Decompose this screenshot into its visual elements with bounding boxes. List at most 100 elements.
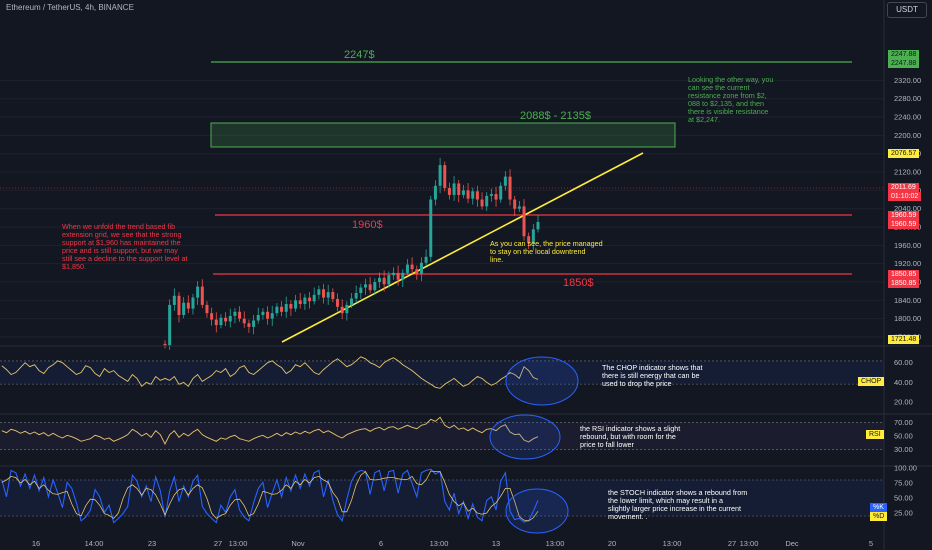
stoch-tick-label: 25.00: [894, 509, 913, 518]
chop-tag: CHOP: [858, 377, 885, 386]
x-tick-label: 13:00: [546, 539, 565, 548]
candle-body: [266, 311, 270, 319]
note-resistance: Looking the other way, you can see the c…: [688, 75, 774, 124]
candle-body: [336, 298, 340, 307]
candle-body: [517, 206, 521, 209]
y-tick-label: 2200.00: [894, 131, 921, 140]
chop-tick-label: 40.00: [894, 378, 913, 387]
candle-body: [177, 295, 181, 316]
candle-body: [252, 320, 256, 327]
candle-body: [391, 272, 395, 276]
candle-body: [513, 199, 517, 209]
candle-body: [238, 311, 242, 319]
note-trendline: As you can see, the price managed to sta…: [490, 239, 603, 264]
candle-body: [373, 282, 377, 291]
candle-body: [214, 319, 218, 326]
candle-body: [284, 304, 288, 312]
currency-selector[interactable]: USDT: [887, 2, 927, 18]
candle-body: [480, 199, 484, 207]
candle-body: [186, 302, 190, 309]
x-tick-label: 14:00: [85, 539, 104, 548]
candle-body: [172, 295, 176, 305]
candle-body: [326, 292, 330, 298]
price-tag-1850-a: 1850.85: [888, 270, 920, 279]
candle-body: [527, 236, 531, 244]
note-chop: The CHOP indicator shows that there is s…: [602, 363, 703, 388]
x-tick-label: 20: [608, 539, 616, 548]
candle-body: [289, 304, 293, 309]
candle-body: [168, 304, 172, 346]
note-fib-support: When we unfold the trend based fib exten…: [62, 222, 188, 271]
x-tick-label: 13: [492, 539, 500, 548]
x-tick-label: 13:00: [430, 539, 449, 548]
x-tick-label: 27: [214, 539, 222, 548]
y-tick-label: 2240.00: [894, 113, 921, 122]
candle-body: [345, 304, 349, 314]
resistance-zone-box: [210, 122, 676, 148]
candle-body: [200, 286, 204, 305]
y-tick-label: 1800.00: [894, 314, 921, 323]
rsi-tick-label: 30.00: [894, 445, 913, 454]
candle-body: [317, 289, 321, 295]
candle-body: [475, 191, 479, 200]
label-1960: 1960$: [352, 219, 383, 231]
candle-body: [433, 185, 437, 200]
y-tick-label: 2320.00: [894, 76, 921, 85]
y-tick-label: 2120.00: [894, 168, 921, 177]
candle-body: [387, 275, 391, 285]
price-tag-1850-b: 1850.85: [888, 279, 920, 288]
candle-body: [447, 188, 451, 195]
candle-body: [294, 300, 298, 309]
candle-body: [443, 165, 447, 189]
candle-body: [280, 306, 284, 312]
candle-body: [438, 165, 442, 186]
x-tick-label: 13:00: [229, 539, 248, 548]
chop-highlight-circle: [505, 356, 579, 406]
price-tag-2247-a: 2247.88: [888, 50, 920, 59]
chop-tick-label: 60.00: [894, 358, 913, 367]
candle-body: [242, 318, 246, 324]
symbol-title: Ethereum / TetherUS, 4h, BINANCE: [6, 3, 134, 12]
price-tag-1960-b: 1960.59: [888, 220, 920, 229]
candle-body: [531, 229, 535, 244]
candle-body: [489, 194, 493, 196]
rsi-band: [0, 422, 884, 450]
candle-body: [233, 311, 237, 316]
candle-body: [303, 297, 307, 305]
axes: 2320.002280.002240.002200.002160.002120.…: [32, 0, 921, 550]
stoch-k-line: [1, 468, 539, 524]
x-tick-label: 6: [379, 539, 383, 548]
candle-body: [471, 191, 475, 199]
rsi-highlight-circle: [489, 414, 561, 460]
y-tick-label: 1920.00: [894, 259, 921, 268]
chop-band: [0, 360, 884, 385]
y-tick-label: 2280.00: [894, 94, 921, 103]
candle-body: [429, 199, 433, 257]
candle-body: [228, 315, 232, 322]
rsi-tick-label: 50.00: [894, 432, 913, 441]
price-tag-1960-a: 1960.59: [888, 211, 920, 220]
candle-body: [499, 185, 503, 200]
chop-tick-label: 20.00: [894, 398, 913, 407]
candle-body: [331, 292, 335, 299]
label-resistance-zone: 2088$ - 2135$: [520, 110, 591, 122]
stoch-tick-label: 75.00: [894, 479, 913, 488]
candle-body: [219, 317, 223, 326]
candle-body: [466, 190, 470, 199]
candle-body: [298, 300, 302, 305]
candle-body: [382, 277, 386, 285]
candle-body: [415, 269, 419, 274]
stoch-tick-label: 50.00: [894, 494, 913, 503]
indicator-panes: [0, 345, 932, 517]
candle-body: [368, 284, 372, 291]
price-candles: [163, 157, 540, 350]
stoch-highlight-circle: [505, 488, 569, 534]
note-stoch: the STOCH indicator shows a rebound from…: [608, 488, 748, 521]
y-tick-label: 1960.00: [894, 241, 921, 250]
note-rsi: the RSI indicator shows a slight rebound…: [580, 424, 681, 449]
price-tag-2247-b: 2247.88: [888, 59, 920, 68]
candle-body: [322, 289, 326, 298]
x-tick-label: Dec: [785, 539, 799, 548]
candle-body: [224, 317, 228, 322]
